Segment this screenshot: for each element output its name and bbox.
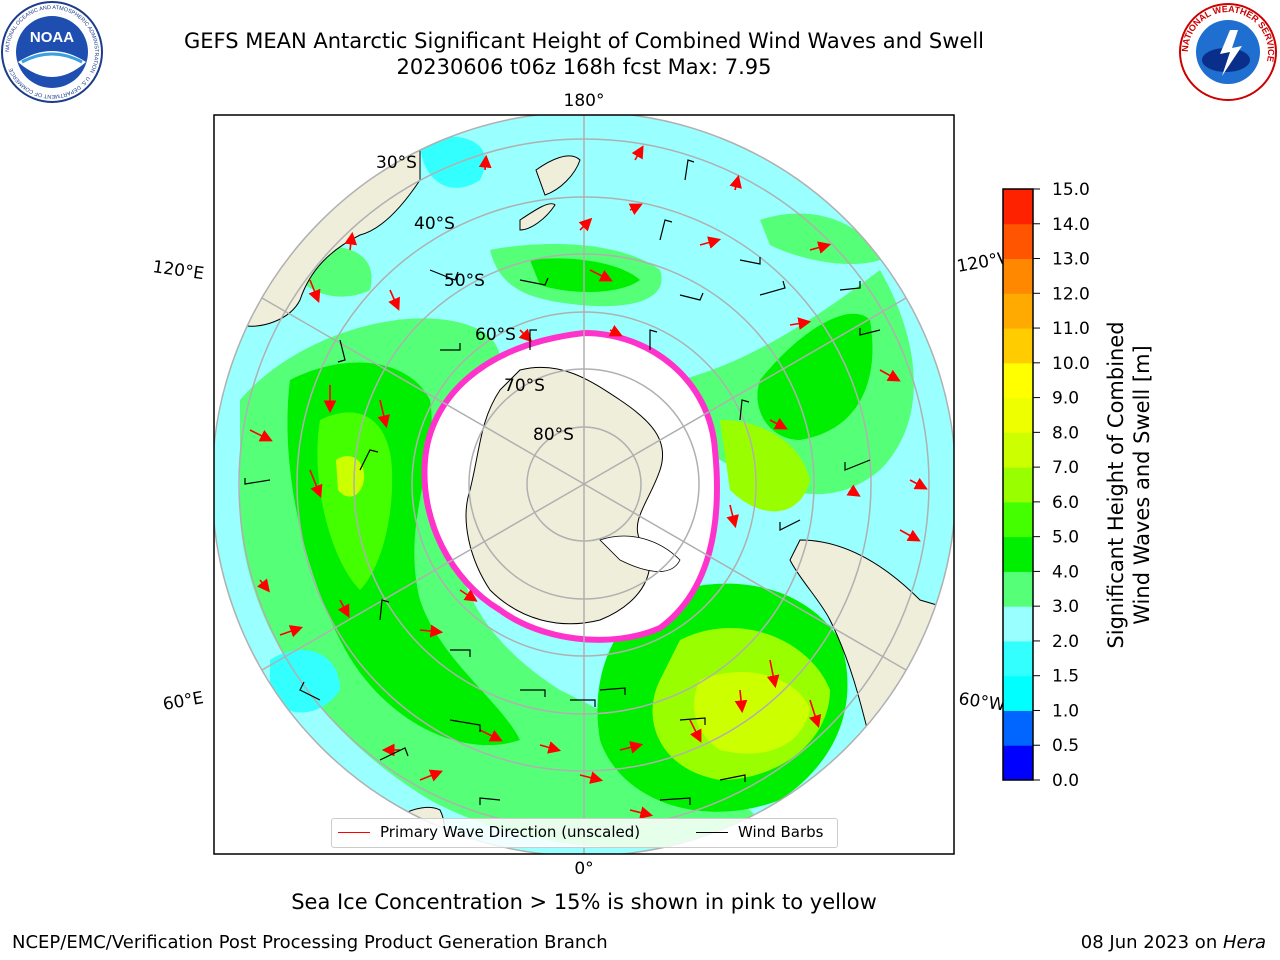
lat-label-60s: 60°S bbox=[475, 325, 516, 345]
colorbar-tick-label: 5.0 bbox=[1052, 528, 1079, 548]
colorbar-tick-label: 14.0 bbox=[1052, 215, 1090, 235]
legend-item-wind-barbs: Wind Barbs bbox=[696, 823, 823, 841]
legend-item-wave-direction: Primary Wave Direction (unscaled) bbox=[338, 823, 640, 841]
colorbar-segment bbox=[1003, 745, 1033, 781]
colorbar-tick-label: 0.0 bbox=[1052, 771, 1079, 791]
map-subtitle: 20230606 t06z 168h fcst Max: 7.95 bbox=[396, 55, 772, 79]
colorbar-tick-label: 6.0 bbox=[1052, 493, 1079, 513]
colorbar-tick-label: 0.5 bbox=[1052, 736, 1079, 756]
colorbar-tick-label: 12.0 bbox=[1052, 284, 1090, 304]
colorbar-segment bbox=[1003, 571, 1033, 607]
noaa-logo-icon: NOAA NATIONAL OCEANIC AND ATMOSPHERIC AD… bbox=[1, 1, 103, 103]
wave-arrows bbox=[249, 145, 928, 819]
colorbar-segment bbox=[1003, 362, 1033, 399]
colorbar-tick-label: 15.0 bbox=[1052, 180, 1090, 200]
colorbar-segment bbox=[1003, 397, 1033, 433]
graticule bbox=[238, 115, 930, 854]
colorbar-tick-label: 8.0 bbox=[1052, 423, 1079, 443]
meridian-60e bbox=[261, 483, 585, 671]
colorbar-tick-label: 1.5 bbox=[1052, 667, 1079, 687]
map-title: GEFS MEAN Antarctic Significant Height o… bbox=[183, 29, 985, 53]
colorbar-segment bbox=[1003, 223, 1033, 260]
lon-label-60e: 60°E bbox=[161, 688, 205, 715]
colorbar-segment bbox=[1003, 467, 1033, 503]
colorbar-title-line1: Significant Height of Combined bbox=[1104, 321, 1128, 648]
colorbar-tick-label: 7.0 bbox=[1052, 458, 1079, 478]
colorbar-segment bbox=[1003, 710, 1033, 746]
colorbar-segment bbox=[1003, 328, 1033, 364]
footer-date-text: 08 Jun 2023 on bbox=[1080, 932, 1223, 953]
colorbar-segment bbox=[1003, 189, 1033, 225]
colorbar-segment bbox=[1003, 432, 1033, 468]
colorbar bbox=[1003, 189, 1033, 781]
meridian-120e bbox=[261, 297, 585, 485]
colorbar-tick-label: 10.0 bbox=[1052, 354, 1090, 374]
sea-ice-note: Sea Ice Concentration > 15% is shown in … bbox=[291, 890, 877, 914]
lat-label-70s: 70°S bbox=[504, 376, 545, 396]
colorbar-segment bbox=[1003, 501, 1033, 538]
colorbar-tick-label: 9.0 bbox=[1052, 389, 1079, 409]
meridian-120w bbox=[583, 297, 907, 485]
lat-label-40s: 40°S bbox=[414, 214, 455, 234]
lat-label-50s: 50°S bbox=[444, 271, 485, 291]
colorbar-tick-label: 4.0 bbox=[1052, 562, 1079, 582]
lat-label-80s: 80°S bbox=[533, 425, 574, 445]
colorbar-tick-label: 11.0 bbox=[1052, 319, 1090, 339]
lon-label-60w: 60°W bbox=[957, 689, 1006, 715]
lon-label-120e: 120°E bbox=[151, 257, 205, 284]
map-frame bbox=[213, 114, 955, 855]
colorbar-tick-label: 2.0 bbox=[1052, 632, 1079, 652]
colorbar-segment bbox=[1003, 640, 1033, 677]
colorbar-tick-label: 3.0 bbox=[1052, 597, 1079, 617]
legend-swatch-red bbox=[338, 832, 370, 833]
lon-label-0: 0° bbox=[574, 859, 593, 879]
colorbar-segment bbox=[1003, 293, 1033, 329]
lon-label-180: 180° bbox=[564, 91, 605, 111]
colorbar-frame bbox=[1002, 188, 1034, 781]
colorbar-tick-label: 13.0 bbox=[1052, 250, 1090, 270]
footer-date: 08 Jun 2023 on Hera bbox=[1081, 932, 1266, 953]
wind-barbs bbox=[244, 159, 881, 805]
colorbar-tick-label: 1.0 bbox=[1052, 701, 1079, 721]
colorbar-segment bbox=[1003, 258, 1033, 294]
colorbar-title-line2: Wind Waves and Swell [m] bbox=[1130, 345, 1154, 625]
legend-swatch-black bbox=[696, 832, 728, 833]
meridian-60w bbox=[583, 483, 907, 671]
footer-credit: NCEP/EMC/Verification Post Processing Pr… bbox=[12, 932, 608, 953]
colorbar-segment bbox=[1003, 606, 1033, 642]
footer-host: Hera bbox=[1222, 932, 1266, 953]
map-legend: Primary Wave Direction (unscaled) Wind B… bbox=[331, 818, 838, 848]
nws-logo-icon: NATIONAL WEATHER SERVICE bbox=[1179, 3, 1277, 101]
colorbar-segment bbox=[1003, 536, 1033, 572]
legend-label-wind-barbs: Wind Barbs bbox=[738, 823, 824, 841]
legend-label-wave-direction: Primary Wave Direction (unscaled) bbox=[380, 823, 641, 841]
lat-label-30s: 30°S bbox=[376, 153, 417, 173]
noaa-logo-text: NOAA bbox=[30, 29, 74, 46]
colorbar-segment bbox=[1003, 675, 1033, 711]
